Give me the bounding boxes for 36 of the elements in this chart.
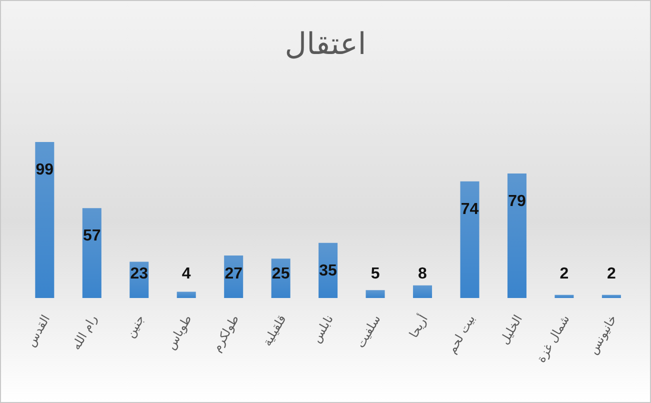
- data-label: 57: [83, 228, 101, 245]
- x-tick-label: رام الله: [68, 312, 100, 352]
- bar: [413, 285, 432, 298]
- bar: [507, 174, 526, 298]
- bar: [602, 294, 621, 298]
- x-tick-label: سلفيت: [353, 312, 384, 350]
- x-tick-label: جنين: [123, 312, 148, 340]
- x-tick-label: القدس: [24, 312, 53, 349]
- bar: [460, 181, 480, 298]
- bar: [82, 208, 102, 298]
- x-tick-label: خانيونس: [586, 312, 620, 357]
- x-tick-label: الخليل: [497, 312, 525, 347]
- data-label: 35: [319, 262, 338, 280]
- x-tick-label: بيت لحم: [444, 312, 478, 356]
- data-label: 79: [508, 193, 526, 210]
- bar: [366, 290, 385, 298]
- data-label: 5: [370, 266, 380, 282]
- data-label: 25: [272, 266, 290, 282]
- data-label: 27: [224, 266, 243, 282]
- data-label: 74: [460, 200, 479, 218]
- x-tick-label: طوباس: [164, 312, 194, 352]
- x-tick-label: طولكرم: [209, 312, 242, 354]
- x-tick-label: أريحا: [406, 312, 431, 340]
- bar: [176, 292, 196, 298]
- x-tick-label: شمال غزة: [534, 312, 572, 365]
- bar: [35, 142, 54, 298]
- data-label: 2: [560, 266, 569, 282]
- data-label: 4: [182, 266, 191, 282]
- data-label: 23: [130, 266, 148, 282]
- chart-title: اعتقال: [284, 27, 368, 62]
- bar: [554, 294, 574, 298]
- data-label: 8: [418, 266, 428, 282]
- data-label: 99: [36, 162, 54, 178]
- data-label: 2: [606, 266, 616, 282]
- x-tick-label: قلقيلية: [260, 312, 289, 348]
- x-tick-label: نابلس: [309, 312, 336, 346]
